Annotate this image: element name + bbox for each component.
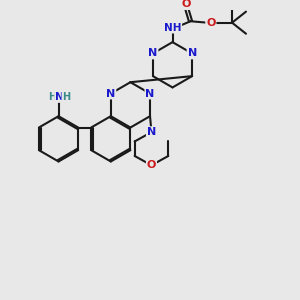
Text: NH: NH — [164, 22, 181, 33]
Text: N: N — [106, 88, 116, 98]
Text: H: H — [48, 92, 56, 102]
Text: N: N — [146, 88, 155, 98]
Text: O: O — [147, 160, 156, 170]
Text: N: N — [188, 49, 197, 58]
Text: H: H — [62, 92, 70, 102]
Text: N: N — [148, 49, 158, 58]
Text: N: N — [55, 92, 64, 102]
Text: N: N — [147, 127, 156, 137]
Text: O: O — [206, 18, 215, 28]
Text: O: O — [182, 0, 191, 9]
